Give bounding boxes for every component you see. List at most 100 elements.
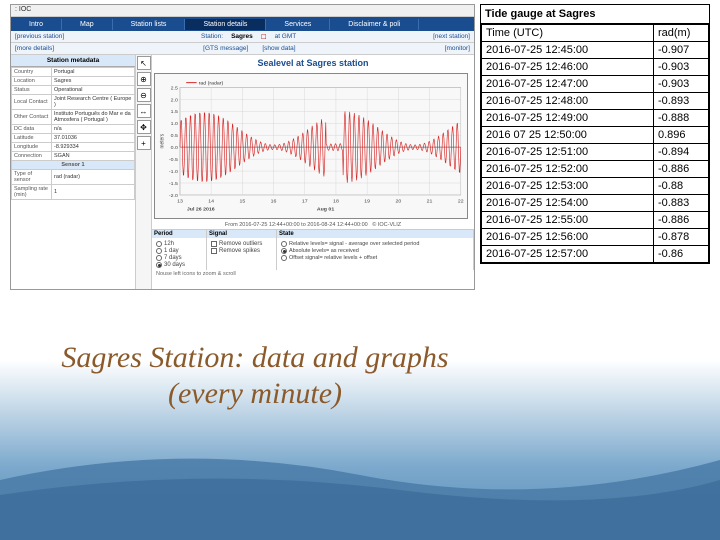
chart-toolbar: ↖ ⊕ ⊖ ↔ ✥ + bbox=[136, 55, 152, 289]
cell-time: 2016-07-25 12:49:00 bbox=[482, 110, 654, 127]
svg-text:2.0: 2.0 bbox=[171, 97, 178, 103]
nav-intro[interactable]: Intro bbox=[11, 19, 62, 30]
nav-station-lists[interactable]: Station lists bbox=[113, 19, 186, 30]
cell-rad: -0.878 bbox=[654, 229, 709, 246]
monitor-link[interactable]: [monitor] bbox=[445, 45, 470, 52]
radio-icon bbox=[281, 241, 287, 247]
meta-val: Portugal bbox=[52, 68, 135, 77]
cell-rad: -0.88 bbox=[654, 178, 709, 195]
signal-option[interactable]: Remove spikes bbox=[211, 247, 272, 254]
next-station-link[interactable]: [next station] bbox=[433, 33, 470, 40]
svg-text:14: 14 bbox=[208, 199, 214, 205]
table-row: 2016-07-25 12:57:00-0.86 bbox=[482, 246, 709, 263]
radio-icon bbox=[156, 255, 162, 261]
radio-icon bbox=[156, 241, 162, 247]
period-option[interactable]: 1 day bbox=[156, 247, 202, 254]
cell-time: 2016-07-25 12:46:00 bbox=[482, 59, 654, 76]
cell-time: 2016-07-25 12:48:00 bbox=[482, 93, 654, 110]
table-row: 2016-07-25 12:54:00-0.883 bbox=[482, 195, 709, 212]
checkbox-icon bbox=[211, 241, 217, 247]
nav-services[interactable]: Services bbox=[266, 19, 330, 30]
link[interactable]: [GTS message] bbox=[203, 45, 248, 52]
svg-text:Aug 01: Aug 01 bbox=[317, 206, 335, 212]
tool-btn-5[interactable]: + bbox=[137, 136, 151, 150]
table-row: 2016-07-25 12:56:00-0.878 bbox=[482, 229, 709, 246]
svg-text:-1.5: -1.5 bbox=[169, 181, 178, 187]
metadata-table: CountryPortugalLocationSagresStatusOpera… bbox=[11, 67, 135, 200]
meta-val: Operational bbox=[52, 86, 135, 95]
meta-key: Status bbox=[12, 86, 52, 95]
state-option[interactable]: Offset signal= relative levels + offset bbox=[281, 254, 469, 261]
meta-key: DC data bbox=[12, 125, 52, 134]
more-details-link[interactable]: [more details] bbox=[15, 45, 54, 52]
svg-text:17: 17 bbox=[302, 199, 308, 205]
period-header: Period bbox=[152, 230, 206, 238]
nav-disclaimer-poli[interactable]: Disclaimer & poli bbox=[330, 19, 419, 30]
table-row: 2016-07-25 12:47:00-0.903 bbox=[482, 76, 709, 93]
main-nav: IntroMapStation listsStation detailsServ… bbox=[11, 17, 474, 31]
wave-decoration bbox=[0, 420, 720, 540]
prev-station-link[interactable]: [previous station] bbox=[15, 33, 64, 40]
sensor-header: Sensor 1 bbox=[12, 161, 135, 170]
svg-text:0.5: 0.5 bbox=[171, 133, 178, 139]
meta-val: 37.01036 bbox=[52, 134, 135, 143]
cell-rad: -0.907 bbox=[654, 42, 709, 59]
link[interactable]: [show data] bbox=[262, 45, 295, 52]
slide-caption: Sagres Station: data and graphs (every m… bbox=[60, 340, 450, 412]
tool-btn-0[interactable]: ↖ bbox=[137, 56, 151, 70]
cell-time: 2016-07-25 12:56:00 bbox=[482, 229, 654, 246]
state-option[interactable]: Relative levels= signal - average over s… bbox=[281, 240, 469, 247]
svg-text:-1.0: -1.0 bbox=[169, 169, 178, 175]
tool-btn-4[interactable]: ✥ bbox=[137, 120, 151, 134]
svg-text:2.5: 2.5 bbox=[171, 86, 178, 92]
table-row: 2016-07-25 12:48:00-0.893 bbox=[482, 93, 709, 110]
cell-time: 2016-07-25 12:55:00 bbox=[482, 212, 654, 229]
tool-btn-2[interactable]: ⊖ bbox=[137, 88, 151, 102]
col-time: Time (UTC) bbox=[482, 25, 654, 42]
meta-key: Connection bbox=[12, 152, 52, 161]
cell-rad: -0.886 bbox=[654, 212, 709, 229]
meta-key: Country bbox=[12, 68, 52, 77]
col-rad: rad(m) bbox=[654, 25, 709, 42]
meta-val: n/a bbox=[52, 125, 135, 134]
plot-controls: Period 12h1 day7 days30 days Signal Remo… bbox=[152, 229, 474, 270]
cell-time: 2016-07-25 12:54:00 bbox=[482, 195, 654, 212]
signal-option[interactable]: Remove outliers bbox=[211, 240, 272, 247]
checkbox-icon bbox=[211, 248, 217, 254]
svg-text:19: 19 bbox=[364, 199, 370, 205]
period-option[interactable]: 30 days bbox=[156, 261, 202, 268]
radio-icon bbox=[156, 262, 162, 268]
tool-btn-1[interactable]: ⊕ bbox=[137, 72, 151, 86]
zoom-tip: Nouse left icons to zoom & scroll bbox=[152, 270, 474, 278]
period-option[interactable]: 7 days bbox=[156, 254, 202, 261]
meta-key: Location bbox=[12, 77, 52, 86]
station-name: Sagres bbox=[231, 33, 253, 41]
table-row: 2016-07-25 12:51:00-0.894 bbox=[482, 144, 709, 161]
svg-text:meters: meters bbox=[159, 133, 165, 148]
nav-map[interactable]: Map bbox=[62, 19, 113, 30]
cell-rad: -0.86 bbox=[654, 246, 709, 263]
cell-rad: -0.893 bbox=[654, 93, 709, 110]
meta-val: -8.929334 bbox=[52, 143, 135, 152]
cell-time: 2016-07-25 12:45:00 bbox=[482, 42, 654, 59]
sealevel-plot[interactable]: 2.52.01.51.00.50.0-0.5-1.0-1.5-2.0131415… bbox=[154, 73, 468, 219]
nav-station-details[interactable]: Station details bbox=[185, 19, 266, 30]
table-row: 2016-07-25 12:55:00-0.886 bbox=[482, 212, 709, 229]
period-option[interactable]: 12h bbox=[156, 240, 202, 247]
signal-header: Signal bbox=[207, 230, 276, 238]
svg-text:1.5: 1.5 bbox=[171, 109, 178, 115]
tool-btn-3[interactable]: ↔ bbox=[137, 104, 151, 118]
state-option[interactable]: Absolute levels= as received bbox=[281, 247, 469, 254]
svg-text:16: 16 bbox=[271, 199, 277, 205]
metadata-header: Station metadata bbox=[11, 55, 135, 67]
svg-text:1.0: 1.0 bbox=[171, 121, 178, 127]
svg-text:21: 21 bbox=[427, 199, 433, 205]
svg-text:Jul 26 2016: Jul 26 2016 bbox=[187, 206, 215, 212]
meta-val: rad (radar) bbox=[52, 170, 135, 185]
svg-text:20: 20 bbox=[395, 199, 401, 205]
meta-key: Type of sensor bbox=[12, 170, 52, 185]
cell-time: 2016-07-25 12:57:00 bbox=[482, 246, 654, 263]
meta-key: Local Contact bbox=[12, 95, 52, 110]
state-header: State bbox=[277, 230, 473, 238]
tide-data-table: Tide gauge at Sagres Time (UTC)rad(m) 20… bbox=[480, 4, 710, 264]
